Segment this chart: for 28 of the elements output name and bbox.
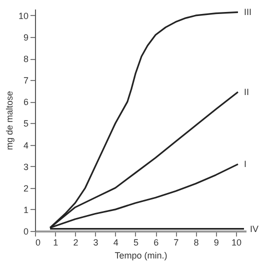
x-tick-label: 9 bbox=[214, 238, 219, 248]
y-tick-label: 10 bbox=[18, 10, 28, 21]
x-tick-label: 0 bbox=[36, 238, 41, 248]
y-tick-label: 1 bbox=[23, 204, 28, 215]
y-tick-label: 2 bbox=[23, 183, 28, 194]
x-tick-label: 4 bbox=[113, 238, 118, 248]
series-label: I bbox=[244, 159, 246, 170]
x-tick-label: 10 bbox=[231, 238, 242, 248]
x-axis-title: Tempo (min.) bbox=[114, 250, 168, 260]
y-tick-label: 9 bbox=[23, 32, 28, 43]
x-tick-label: 7 bbox=[174, 238, 179, 248]
y-tick-label: 7 bbox=[23, 76, 28, 86]
y-tick-label: 0 bbox=[23, 226, 28, 236]
x-tick-label: 5 bbox=[133, 238, 138, 248]
y-tick-label: 5 bbox=[23, 118, 28, 129]
y-tick-label: 6 bbox=[23, 97, 28, 108]
y-tick-label: 8 bbox=[23, 54, 28, 64]
x-tick-label: 2 bbox=[73, 238, 78, 248]
x-tick-label: 8 bbox=[194, 238, 199, 248]
y-tick-label: 4 bbox=[23, 140, 28, 150]
x-tick-label: 6 bbox=[154, 238, 159, 248]
series-label: IV bbox=[250, 224, 259, 234]
series-label: II bbox=[244, 86, 249, 97]
series-label: III bbox=[244, 7, 252, 18]
y-axis-title: mg de maltose bbox=[4, 90, 14, 150]
x-tick-label: 3 bbox=[93, 238, 98, 248]
x-tick-label: 1 bbox=[53, 238, 58, 248]
y-tick-label: 3 bbox=[23, 162, 28, 172]
